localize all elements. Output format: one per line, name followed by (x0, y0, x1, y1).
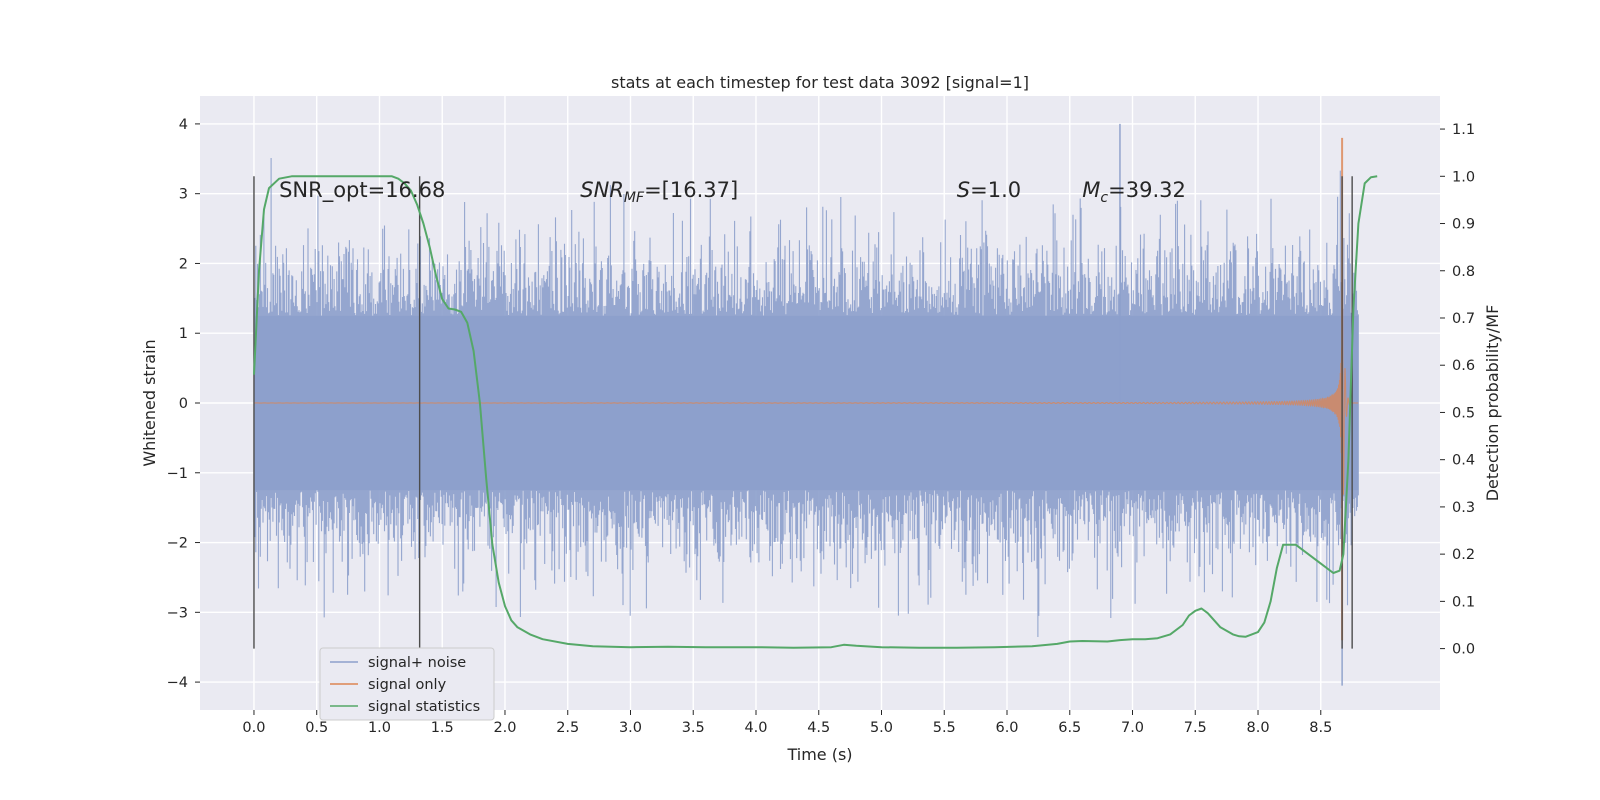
chart-title: stats at each timestep for test data 309… (611, 73, 1029, 92)
y-right-tick-label: 0.0 (1452, 642, 1475, 658)
x-tick-label: 4.5 (807, 720, 830, 736)
y-right-tick-label: 0.7 (1452, 311, 1475, 327)
y-tick-label: −1 (167, 466, 188, 482)
annotation-0: SNR_opt=16.68 (279, 178, 445, 203)
x-tick-label: 1.5 (431, 720, 454, 736)
x-axis-ticks: 0.0 0.5 1.0 1.5 2.0 2.5 3.0 3.5 4.0 4.5 5.0 5.5 6.0 6… (242, 710, 1332, 736)
y-right-tick-label: 0.3 (1452, 500, 1475, 516)
statistics-line (253, 175, 1378, 649)
legend-label-signal-statistics: signal statistics (368, 699, 480, 715)
x-tick-label: 6.0 (995, 720, 1018, 736)
legend-label-signal-noise: signal+ noise (368, 655, 466, 671)
y-tick-label: 1 (179, 326, 188, 342)
x-tick-label: 4.0 (744, 720, 767, 736)
annotation-3: Mc=39.32 (1082, 178, 1186, 206)
x-tick-label: 5.5 (933, 720, 956, 736)
legend-box (319, 647, 495, 721)
x-tick-label: 5.0 (870, 720, 893, 736)
x-axis-label: Time (s) (786, 745, 852, 764)
y-axis-label: Whitened strain (140, 339, 159, 466)
x-tick-label: 6.5 (1058, 720, 1081, 736)
vertical-markers (253, 176, 1353, 649)
annotations: SNR_opt=16.68 SNRMF=[16.37] S=1.0 Mc=39.32 (279, 178, 1186, 206)
y-tick-label: 0 (179, 396, 188, 412)
y-tick-label: 2 (179, 256, 188, 272)
y-tick-label: −4 (167, 675, 188, 691)
annotation-1: SNRMF=[16.37] (580, 178, 738, 206)
y-tick-label: −2 (167, 536, 188, 552)
x-tick-label: 1.0 (368, 720, 391, 736)
x-tick-label: 3.0 (619, 720, 642, 736)
x-tick-label: 7.0 (1121, 720, 1144, 736)
x-tick-label: 0.0 (242, 720, 265, 736)
y-right-axis-label: Detection probability/MF (1483, 305, 1502, 502)
signal-statistics-series (253, 175, 1378, 649)
y-right-axis-ticks: 1.1 1.0 0.9 0.8 0.7 0.6 0.5 0.4 0.3 0.2 0.1 0.0 (1440, 122, 1475, 658)
y-tick-label: 4 (179, 117, 188, 133)
y-right-tick-label: 0.6 (1452, 358, 1475, 374)
legend-label-signal-only: signal only (368, 677, 447, 693)
x-tick-label: 0.5 (305, 720, 328, 736)
x-tick-label: 8.0 (1246, 720, 1269, 736)
x-tick-label: 2.0 (493, 720, 516, 736)
y-tick-label: 3 (179, 187, 188, 203)
y-right-tick-label: 0.1 (1452, 594, 1475, 610)
y-right-tick-label: 0.8 (1452, 264, 1475, 280)
y-right-tick-label: 0.4 (1452, 453, 1475, 469)
x-tick-label: 2.5 (556, 720, 579, 736)
y-right-tick-label: 0.5 (1452, 405, 1475, 421)
y-right-tick-label: 1.1 (1452, 122, 1475, 138)
legend: signal+ noise signal only signal statist… (319, 647, 495, 721)
y-right-tick-label: 0.2 (1452, 547, 1475, 563)
y-right-tick-label: 0.9 (1452, 217, 1475, 233)
y-axis-ticks: 4 3 2 1 0 −1 −2 −3 −4 (167, 117, 200, 691)
y-tick-label: −3 (167, 605, 188, 621)
x-tick-label: 3.5 (682, 720, 705, 736)
x-tick-label: 8.5 (1309, 720, 1332, 736)
annotation-2: S=1.0 (957, 178, 1021, 202)
y-right-tick-label: 1.0 (1452, 169, 1475, 185)
x-tick-label: 7.5 (1184, 720, 1207, 736)
chirp-trace (253, 186, 1359, 496)
